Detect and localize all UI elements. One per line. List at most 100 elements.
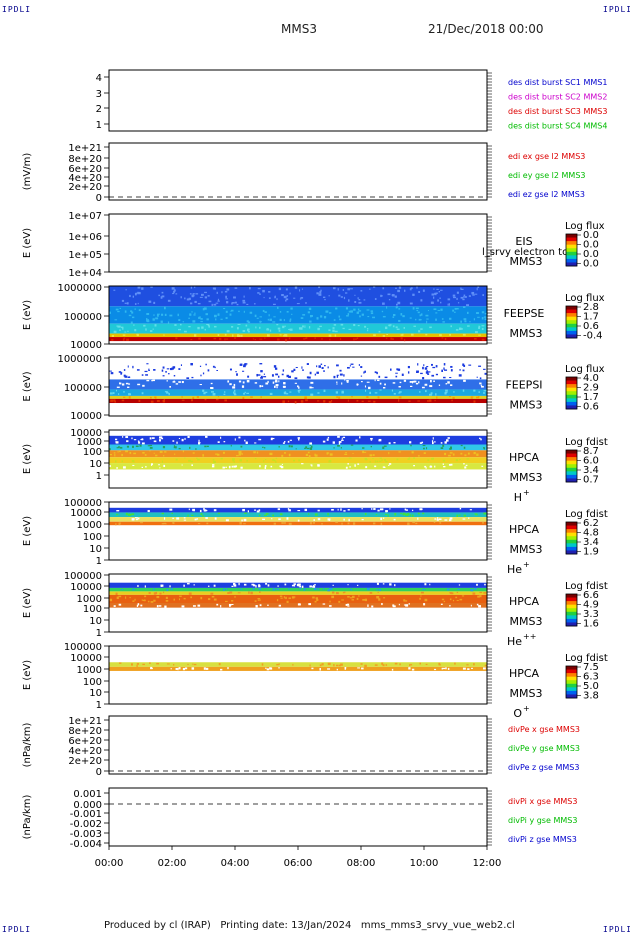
spectrogram-speckle	[132, 365, 134, 369]
spectrogram-speckle	[230, 310, 232, 312]
spectrogram-speckle	[378, 460, 382, 462]
spectrogram-speckle	[393, 518, 396, 521]
spectrogram-speckle	[292, 664, 294, 666]
spectrogram-speckle	[191, 376, 194, 379]
spectrogram-speckle	[378, 330, 381, 333]
spectrogram-speckle	[478, 391, 480, 393]
spectrogram-speckle	[354, 294, 356, 296]
spectrogram-speckle	[207, 369, 210, 372]
spectrogram-speckle	[251, 583, 255, 586]
spectrogram-speckle	[450, 369, 453, 372]
y-axis-label: E (eV)	[22, 300, 33, 330]
spectrogram-speckle	[434, 399, 436, 402]
spectrogram-speckle	[267, 604, 269, 606]
legend-entry: des dist burst SC1 MMS1	[508, 78, 607, 87]
spectrogram-speckle	[328, 329, 331, 332]
spectrogram-speckle	[226, 301, 229, 304]
spectrogram-speckle	[373, 508, 376, 510]
spectrogram-speckle	[463, 514, 467, 517]
spectrogram-speckle	[146, 379, 150, 382]
spectrogram-speckle	[345, 452, 347, 454]
spectrogram-speckle	[397, 289, 400, 293]
spectrogram-speckle	[370, 312, 374, 315]
spectrogram-speckle	[456, 591, 459, 593]
spectrogram-speckle	[409, 664, 413, 666]
spectrogram-speckle	[308, 513, 310, 515]
spectrogram-speckle	[443, 600, 446, 603]
spectrogram-speckle	[397, 306, 399, 308]
spectrogram-band	[109, 463, 487, 470]
spectrogram-speckle	[127, 365, 129, 368]
spectrogram-speckle	[278, 667, 280, 669]
spectrogram-speckle	[455, 329, 459, 331]
spectrogram-speckle	[260, 375, 263, 378]
spectrogram-speckle	[336, 383, 338, 385]
spectrogram-speckle	[137, 291, 140, 294]
spectrogram-speckle	[449, 598, 452, 601]
spectrogram-speckle	[310, 445, 313, 448]
colorbar-segment	[566, 391, 577, 396]
spectrogram-speckle	[393, 392, 396, 395]
spectrogram-speckle	[216, 453, 220, 456]
spectrogram-speckle	[425, 371, 429, 374]
spectrogram-speckle	[294, 584, 296, 587]
spectrogram-speckle	[410, 333, 414, 336]
spectrogram-speckle	[337, 435, 340, 438]
spectrogram-speckle	[351, 396, 353, 398]
spectrogram-speckle	[204, 399, 207, 401]
spectrogram-band	[109, 286, 487, 307]
spectrogram-speckle	[160, 320, 163, 323]
spectrogram-speckle	[347, 313, 350, 316]
spectrogram-speckle	[162, 375, 165, 377]
spectrogram-speckle	[153, 301, 156, 304]
spectrogram-speckle	[398, 308, 401, 310]
spectrogram-speckle	[313, 584, 316, 586]
spectrogram-speckle	[220, 605, 222, 608]
spectrogram-speckle	[225, 466, 227, 469]
spectrogram-speckle	[382, 583, 385, 585]
spectrogram-speckle	[237, 334, 240, 337]
spectrogram-speckle	[424, 465, 427, 468]
spectrogram-speckle	[308, 455, 311, 458]
y-tick-label: 6e+20	[68, 164, 102, 175]
colorbar-segment	[566, 687, 577, 692]
spectrogram-speckle	[347, 584, 349, 586]
spectrogram-speckle	[161, 437, 164, 440]
spectrogram-speckle	[449, 517, 453, 520]
spectrogram-speckle	[300, 400, 304, 403]
spectrogram-speckle	[183, 584, 185, 587]
spectrogram-speckle	[466, 664, 469, 666]
spectrogram-speckle	[286, 295, 288, 297]
spectrogram-speckle	[462, 298, 465, 301]
spectrogram-speckle	[329, 600, 331, 603]
spectrogram-speckle	[294, 401, 297, 404]
y-tick-label: 0	[96, 193, 102, 204]
spectrogram-speckle	[349, 365, 352, 367]
spectrogram-speckle	[429, 583, 431, 586]
spectrogram-speckle	[409, 664, 411, 666]
spectrogram-speckle	[234, 337, 236, 339]
spectrogram-speckle	[314, 373, 317, 376]
colorbar-segment	[566, 467, 577, 472]
spectrogram-speckle	[416, 286, 418, 289]
spectrogram-speckle	[318, 286, 321, 289]
spectrogram-speckle	[180, 364, 183, 366]
spectrogram-speckle	[395, 303, 398, 306]
spectrogram-speckle	[140, 522, 143, 524]
spectrogram-speckle	[398, 603, 400, 606]
spectrogram-speckle	[162, 366, 165, 369]
spectrogram-speckle	[137, 584, 139, 587]
spectrogram-speckle	[149, 437, 152, 440]
spectrogram-speckle	[370, 445, 372, 448]
spectrogram-speckle	[158, 436, 162, 439]
spectrogram-speckle	[211, 303, 213, 307]
spectrogram-speckle	[214, 314, 217, 318]
spectrogram-speckle	[435, 312, 438, 314]
spectrogram-band	[109, 512, 487, 518]
spectrogram-speckle	[126, 445, 129, 448]
spectrogram-speckle	[129, 451, 132, 454]
spectrogram-speckle	[281, 373, 284, 376]
spectrogram-speckle	[301, 585, 304, 588]
spectrogram-speckle	[233, 465, 236, 468]
spectrogram-speckle	[316, 598, 319, 601]
